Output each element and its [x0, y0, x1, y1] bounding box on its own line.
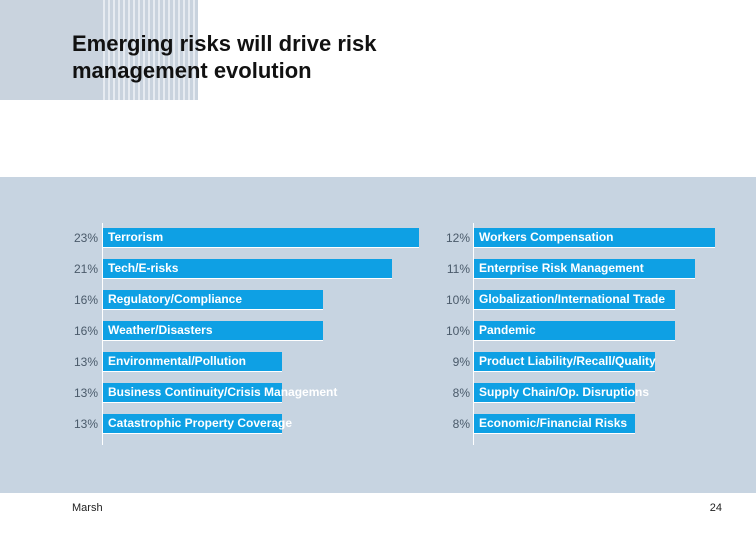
value-label: 21% [73, 262, 98, 276]
bar: Environmental/Pollution [103, 352, 282, 372]
category-label: Enterprise Risk Management [479, 261, 644, 275]
value-label: 16% [73, 324, 98, 338]
bar: Product Liability/Recall/Quality [474, 352, 656, 372]
bar: Globalization/International Trade [474, 290, 675, 310]
value-label: 10% [445, 324, 470, 338]
footer-source: Marsh [72, 502, 103, 514]
value-label: 10% [445, 293, 470, 307]
value-label: 13% [73, 355, 98, 369]
chart-2-axis-line [473, 223, 474, 445]
category-label: Supply Chain/Op. Disruptions [479, 385, 650, 399]
bar: Tech/E-risks [103, 259, 392, 279]
bar: Business Continuity/Crisis Management [103, 383, 337, 403]
category-label: Economic/Financial Risks [479, 416, 628, 430]
category-label: Terrorism [108, 230, 164, 244]
category-label: Regulatory/Compliance [108, 292, 243, 306]
category-label: Tech/E-risks [108, 261, 179, 275]
category-label: Globalization/International Trade [479, 292, 666, 306]
category-label: Workers Compensation [479, 230, 614, 244]
bar: Enterprise Risk Management [474, 259, 695, 279]
bar: Terrorism [103, 228, 419, 248]
value-label: 23% [73, 231, 98, 245]
bar: Catastrophic Property Coverage [103, 414, 292, 434]
bar: Weather/Disasters [103, 321, 323, 341]
bar: Regulatory/Compliance [103, 290, 323, 310]
value-label: 13% [73, 417, 98, 431]
bar: Economic/Financial Risks [474, 414, 635, 434]
category-label: Weather/Disasters [108, 323, 213, 337]
value-label: 13% [73, 386, 98, 400]
value-label: 12% [445, 231, 470, 245]
category-label: Environmental/Pollution [108, 354, 247, 368]
value-label: 8% [452, 417, 470, 431]
decorative-header-stripes [100, 0, 198, 100]
value-label: 11% [446, 262, 470, 276]
value-label: 8% [452, 386, 470, 400]
bar: Supply Chain/Op. Disruptions [474, 383, 649, 403]
bar: Workers Compensation [474, 228, 715, 248]
slide-title: Emerging risks will drive risk managemen… [72, 31, 377, 83]
value-label: 9% [452, 355, 470, 369]
page-number: 24 [709, 502, 722, 514]
category-label: Catastrophic Property Coverage [108, 416, 293, 430]
bar: Pandemic [474, 321, 675, 341]
category-label: Product Liability/Recall/Quality [479, 354, 656, 368]
chart-1-axis-line [102, 223, 103, 445]
category-label: Business Continuity/Crisis Management [108, 385, 338, 399]
value-label: 16% [73, 293, 98, 307]
category-label: Pandemic [479, 323, 536, 337]
